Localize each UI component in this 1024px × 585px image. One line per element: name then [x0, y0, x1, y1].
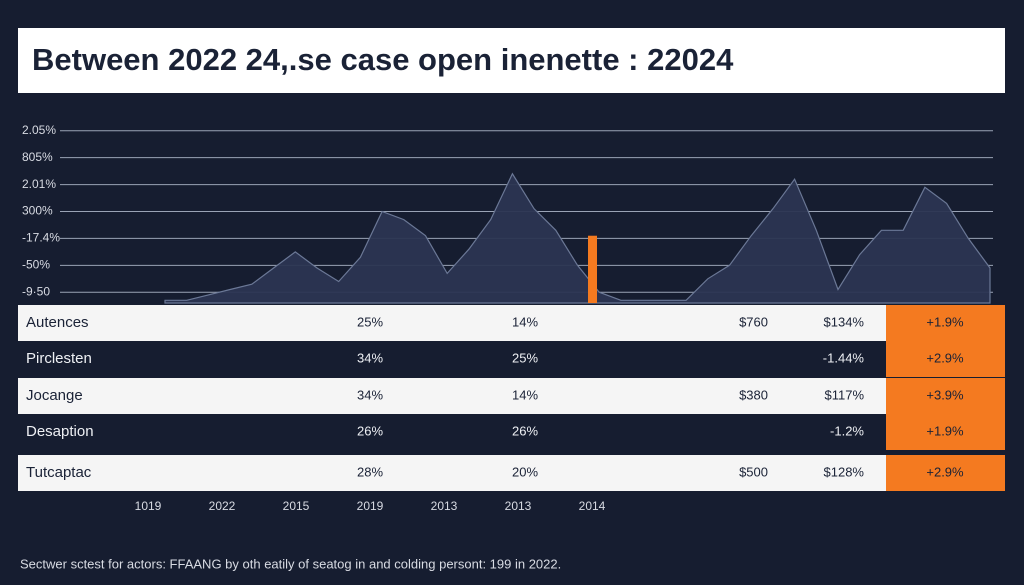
y-tick-label: -50% [22, 257, 50, 271]
table-cell: -1.2% [830, 423, 864, 438]
table-cell: +2.9% [926, 464, 964, 479]
highlight-cell [886, 305, 1005, 341]
highlight-cell [886, 378, 1005, 414]
highlight-cell [886, 414, 1005, 450]
table-cell: +3.9% [926, 387, 964, 402]
x-tick-label: 2022 [209, 499, 236, 513]
table-cell: 26% [357, 423, 383, 438]
table-cell: 25% [357, 314, 383, 329]
table-row [18, 455, 1005, 491]
table-cell: 26% [512, 423, 538, 438]
row-label: Desaption [26, 423, 94, 440]
x-tick-label: 2013 [431, 499, 458, 513]
table-cell: +2.9% [926, 350, 964, 365]
table-cell: $134% [824, 314, 865, 329]
table-cell: $117% [824, 387, 864, 402]
highlight-cell [886, 341, 1005, 377]
x-tick-label: 1019 [135, 499, 162, 513]
row-label: Autences [26, 314, 89, 331]
row-label: Jocange [26, 387, 83, 404]
y-tick-label: 2.05% [22, 123, 56, 137]
table-row [18, 378, 1005, 414]
table-cell: -1.44% [823, 350, 865, 365]
x-tick-label: 2015 [283, 499, 310, 513]
table-cell: 14% [512, 314, 538, 329]
title-box [18, 28, 1005, 93]
table-cell: 34% [357, 350, 383, 365]
table-cell: $380 [739, 387, 768, 402]
y-tick-label: -9·50 [22, 284, 50, 298]
x-tick-label: 2019 [357, 499, 384, 513]
chart-title: Between 2022 24,.se case open inenette :… [32, 42, 734, 77]
y-tick-label: -17.4% [22, 231, 60, 245]
table-cell: 28% [357, 464, 383, 479]
row-label: Pirclesten [26, 350, 92, 367]
x-tick-label: 2013 [505, 499, 532, 513]
footnote: Sectwer sctest for actors: FFAANG by oth… [20, 556, 561, 571]
row-label: Tutcaptac [26, 464, 92, 481]
table-cell: 14% [512, 387, 538, 402]
table-cell: +1.9% [926, 423, 964, 438]
plot-area: 2.05% 805% 2.01% 300% -17.4% -50% -9·50 [22, 123, 993, 304]
y-tick-label: 805% [22, 150, 53, 164]
table-cell: $500 [739, 464, 768, 479]
marker-bar [588, 235, 597, 303]
data-table: Autences 25% 14% $760 $134% +1.9% Pirclesten 34… [18, 305, 1005, 491]
y-tick-label: 300% [22, 204, 53, 218]
table-cell: +1.9% [926, 314, 964, 329]
table-cell: 25% [512, 350, 538, 365]
highlight-cell [886, 455, 1005, 491]
table-cell: $760 [739, 314, 768, 329]
table-cell: $128% [824, 464, 865, 479]
table-cell: 20% [512, 464, 538, 479]
x-tick-label: 2014 [579, 499, 606, 513]
y-tick-label: 2.01% [22, 177, 56, 191]
table-row [18, 305, 1005, 341]
table-cell: 34% [357, 387, 383, 402]
